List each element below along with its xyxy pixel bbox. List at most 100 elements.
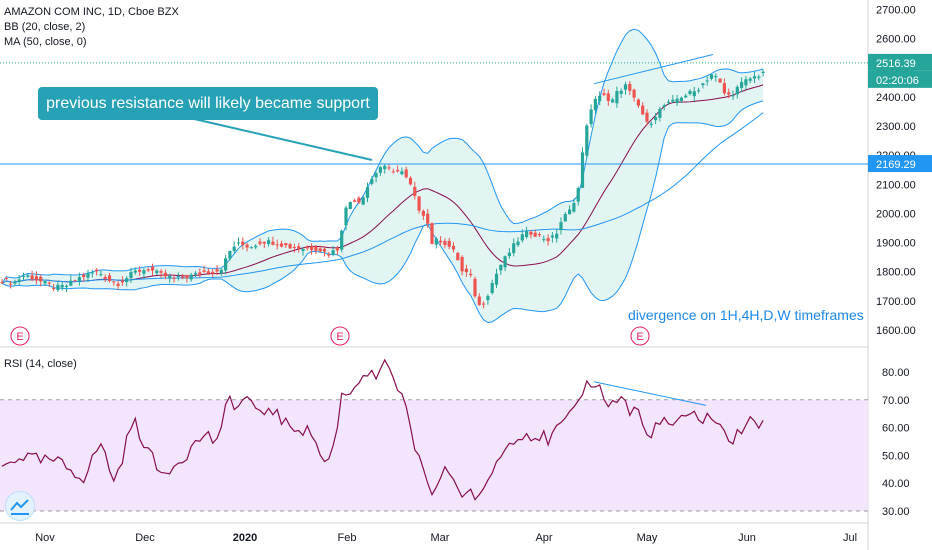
candle[interactable] <box>353 198 357 203</box>
candle[interactable] <box>563 211 567 222</box>
candle[interactable] <box>636 98 640 108</box>
candle[interactable] <box>387 163 391 171</box>
candle[interactable] <box>43 279 47 286</box>
candle[interactable] <box>13 279 17 287</box>
candle[interactable] <box>198 268 202 278</box>
candle[interactable] <box>460 255 464 276</box>
candle[interactable] <box>752 71 757 84</box>
candle[interactable] <box>671 95 675 103</box>
candle[interactable] <box>662 103 666 111</box>
candle[interactable] <box>439 236 443 246</box>
candle[interactable] <box>176 272 180 281</box>
candle[interactable] <box>232 241 236 253</box>
candle[interactable] <box>357 196 361 205</box>
candle[interactable] <box>469 268 473 278</box>
candle[interactable] <box>572 198 576 213</box>
candle[interactable] <box>645 109 649 126</box>
candle[interactable] <box>507 248 511 259</box>
candle[interactable] <box>434 237 438 249</box>
price-trend-line[interactable] <box>593 54 714 85</box>
candle[interactable] <box>761 69 765 77</box>
candle[interactable] <box>77 272 81 286</box>
candle[interactable] <box>193 271 198 278</box>
candle[interactable] <box>649 121 653 128</box>
candle[interactable] <box>606 89 610 106</box>
candle[interactable] <box>555 229 559 243</box>
candle[interactable] <box>56 280 60 293</box>
candle[interactable] <box>206 268 210 275</box>
candle[interactable] <box>585 123 589 159</box>
candle[interactable] <box>383 163 387 174</box>
candle[interactable] <box>30 270 34 282</box>
candle[interactable] <box>310 243 314 255</box>
candle[interactable] <box>451 242 456 253</box>
candle[interactable] <box>490 279 494 295</box>
candle[interactable] <box>301 246 305 256</box>
candle[interactable] <box>516 237 520 247</box>
candle[interactable] <box>21 272 26 281</box>
candle[interactable] <box>486 294 490 305</box>
candle[interactable] <box>327 251 331 258</box>
candle[interactable] <box>391 168 395 174</box>
candle[interactable] <box>146 267 150 273</box>
candle[interactable] <box>374 171 378 183</box>
symbol-title[interactable]: AMAZON COM INC, 1D, Cboe BZX <box>4 6 179 18</box>
candle[interactable] <box>322 246 327 257</box>
candle[interactable] <box>69 275 73 287</box>
candle[interactable] <box>103 274 107 282</box>
candle[interactable] <box>73 279 77 282</box>
candle[interactable] <box>120 276 124 286</box>
candle[interactable] <box>503 255 507 272</box>
candle[interactable] <box>159 268 163 278</box>
candle[interactable] <box>211 268 215 278</box>
candle[interactable] <box>241 237 245 250</box>
candle[interactable] <box>576 186 580 206</box>
earnings-marker[interactable]: E <box>10 326 30 346</box>
candle[interactable] <box>47 281 51 287</box>
candle[interactable] <box>529 229 533 239</box>
candle[interactable] <box>17 274 21 285</box>
candle[interactable] <box>593 95 597 115</box>
candle[interactable] <box>537 232 542 237</box>
candle[interactable] <box>318 245 322 253</box>
candle[interactable] <box>426 209 430 228</box>
candle[interactable] <box>701 82 705 89</box>
candle[interactable] <box>692 86 696 102</box>
candle[interactable] <box>224 254 228 275</box>
candle[interactable] <box>340 229 344 253</box>
candle[interactable] <box>112 280 116 286</box>
candle[interactable] <box>559 217 563 235</box>
candle[interactable] <box>654 112 658 125</box>
candle[interactable] <box>344 205 348 231</box>
candle[interactable] <box>99 270 103 277</box>
bb-lower-band[interactable] <box>1 100 764 324</box>
rsi-indicator-label[interactable]: RSI (14, close) <box>4 358 77 370</box>
candle[interactable] <box>619 88 623 98</box>
candle[interactable] <box>740 77 744 93</box>
candle[interactable] <box>125 276 129 287</box>
candle[interactable] <box>722 78 726 96</box>
candle[interactable] <box>666 99 671 105</box>
candle[interactable] <box>86 269 90 282</box>
candle[interactable] <box>262 241 266 248</box>
candle[interactable] <box>443 238 447 249</box>
candle[interactable] <box>748 76 752 84</box>
candle[interactable] <box>623 81 628 95</box>
candle[interactable] <box>482 301 486 309</box>
candle[interactable] <box>292 243 296 253</box>
candle[interactable] <box>580 147 585 188</box>
earnings-marker[interactable]: E <box>330 326 350 346</box>
candle[interactable] <box>181 274 185 280</box>
candle[interactable] <box>365 182 370 203</box>
candle[interactable] <box>430 222 434 245</box>
earnings-marker[interactable]: E <box>630 326 650 346</box>
candle[interactable] <box>658 106 662 122</box>
candle[interactable] <box>258 238 262 246</box>
candle[interactable] <box>284 242 288 248</box>
candle[interactable] <box>456 251 460 261</box>
rsi-trend-line[interactable] <box>593 381 707 406</box>
candle[interactable] <box>82 272 86 282</box>
candle[interactable] <box>314 244 318 255</box>
candle[interactable] <box>464 264 468 277</box>
candle[interactable] <box>632 88 636 102</box>
